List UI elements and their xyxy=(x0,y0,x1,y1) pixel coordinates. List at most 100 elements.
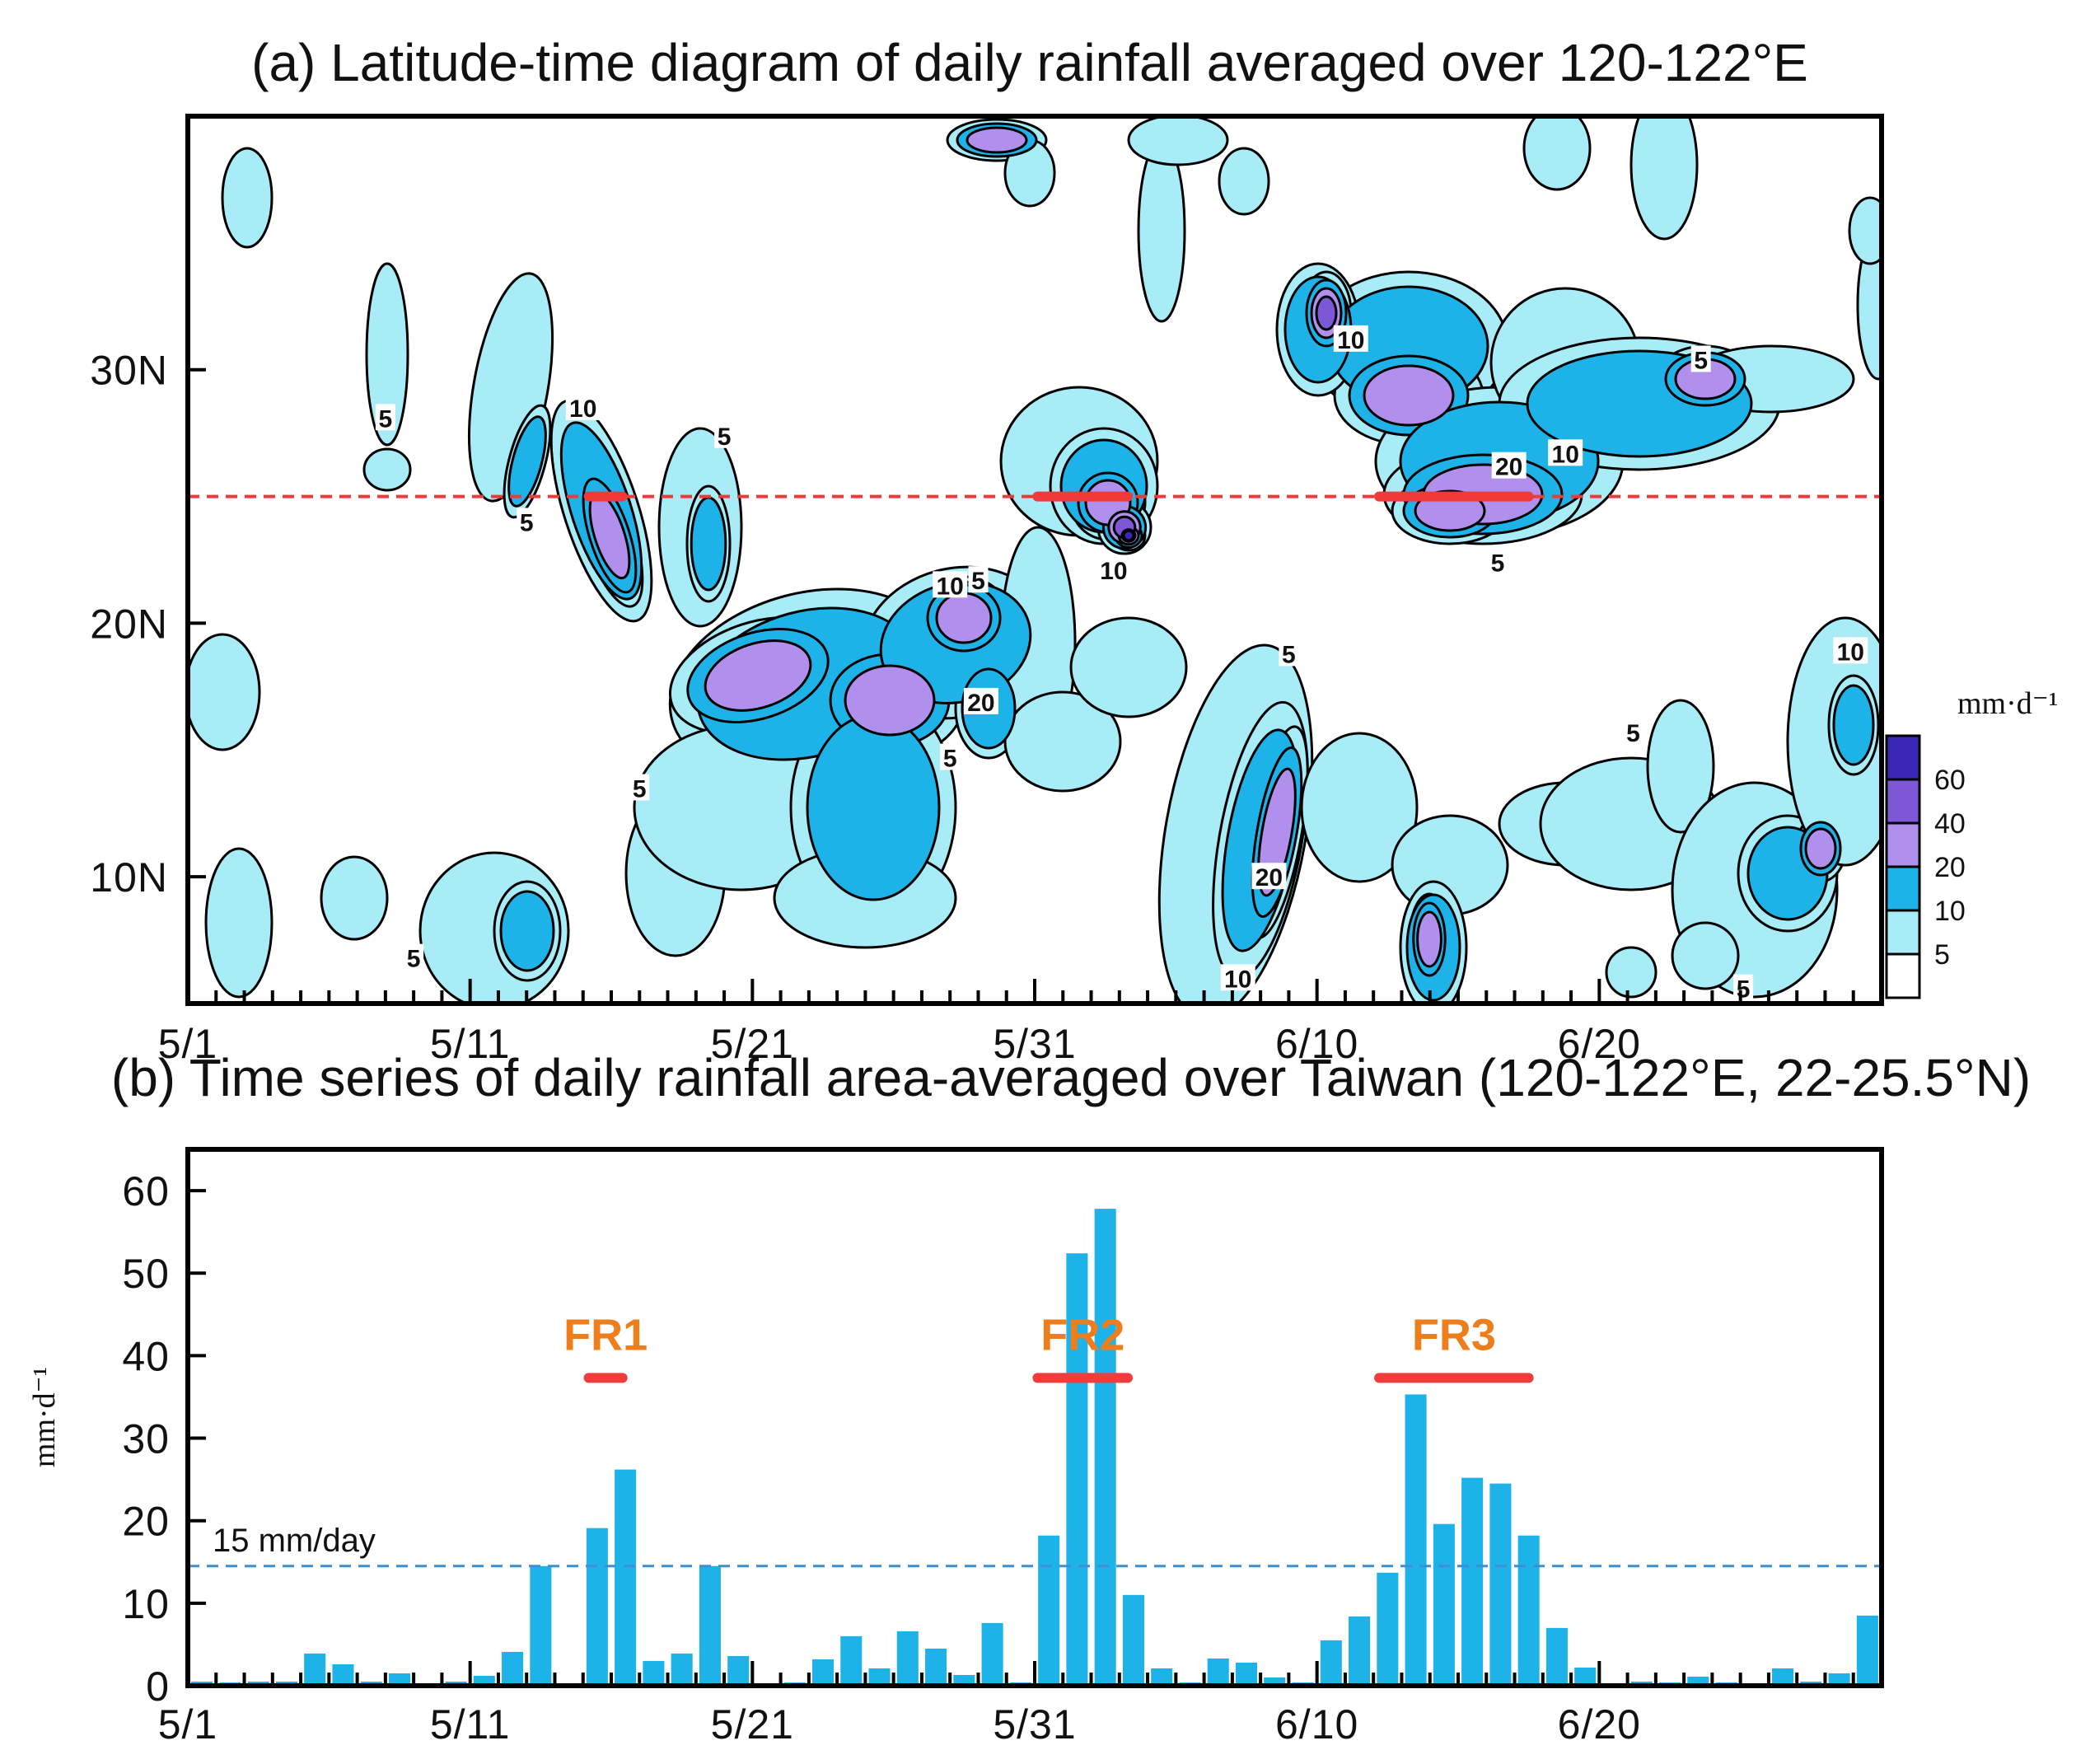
colorbar-swatch xyxy=(1885,778,1921,825)
rain-contour-blob xyxy=(1127,116,1229,166)
front-periods: FR1 FR2 FR3 xyxy=(563,1310,1534,1383)
contour-label: 5 xyxy=(629,774,650,803)
rainfall-bar xyxy=(615,1469,637,1686)
rainfall-bars xyxy=(191,1209,1878,1686)
rain-contour-blob xyxy=(1218,147,1270,216)
colorbar-tick-label: 10 xyxy=(1934,896,1966,927)
rain-contour-blob xyxy=(365,262,409,447)
rain-contour-blob xyxy=(1629,116,1699,241)
rainfall-bar xyxy=(925,1648,947,1686)
contour-label-text: 20 xyxy=(1255,864,1283,891)
panel-b-frame xyxy=(185,1147,1884,1688)
y-tick-label: 20N xyxy=(90,601,168,647)
contour-label: 5 xyxy=(1623,718,1643,747)
colorbar-tick-label: 20 xyxy=(1934,852,1966,883)
rainfall-bar xyxy=(1377,1572,1399,1686)
contour-label: 5 xyxy=(1279,639,1299,668)
rainfall-bar xyxy=(1122,1594,1144,1686)
y-tick-label: 10N xyxy=(90,854,168,901)
rainfall-bar xyxy=(727,1655,750,1686)
rain-contour-blob xyxy=(1671,921,1740,990)
x-tick-label: 5/21 xyxy=(711,1021,794,1067)
panel-a-title: (a) Latitude-time diagram of daily rainf… xyxy=(251,33,1808,92)
y-tick-label: 0 xyxy=(146,1663,170,1710)
contour-label: 5 xyxy=(1733,974,1754,1004)
rain-contour-blob xyxy=(188,633,261,751)
x-tick-label: 5/31 xyxy=(993,1701,1076,1748)
rain-contour-blob xyxy=(320,855,389,941)
rainfall-bar xyxy=(953,1674,975,1686)
x-tick-label: 5/11 xyxy=(430,1021,511,1067)
contour-label: 10 xyxy=(1096,555,1131,585)
y-tick-label: 60 xyxy=(122,1168,170,1214)
rainfall-bar xyxy=(304,1653,326,1686)
rain-contour-blob xyxy=(1832,684,1875,766)
rainfall-bar xyxy=(671,1653,693,1686)
y-tick-label: 10 xyxy=(122,1581,170,1627)
x-tick-label: 5/1 xyxy=(158,1701,218,1748)
y-tick-label: 50 xyxy=(122,1251,170,1297)
contour-label: 5 xyxy=(375,404,395,433)
contour-label: 10 xyxy=(1333,325,1368,354)
rainfall-bar xyxy=(1545,1627,1568,1686)
rain-contour-blob xyxy=(1605,946,1658,999)
contour-label-text: 5 xyxy=(718,423,732,451)
threshold-label: 15 mm/day xyxy=(213,1523,376,1559)
rainfall-bar xyxy=(1094,1209,1116,1686)
contour-label-text: 5 xyxy=(1282,641,1296,668)
contour-label-text: 5 xyxy=(1737,976,1751,1004)
rain-contour-blob xyxy=(1069,616,1188,718)
x-tick-label: 6/20 xyxy=(1558,1021,1641,1067)
contour-label: 20 xyxy=(1491,452,1527,481)
contour-label-text: 20 xyxy=(967,690,994,717)
rain-contour-blob xyxy=(1804,827,1837,870)
panel-a-axes: 5/1 5/11 5/21 5/31 6/10 6/20 10N 20N 30N xyxy=(90,348,1883,1067)
y-tick-label: 30N xyxy=(90,348,168,394)
contour-label: 10 xyxy=(1548,439,1583,468)
rainfall-bar xyxy=(981,1622,1003,1686)
rainfall-bar xyxy=(868,1668,891,1686)
rainfall-bar xyxy=(473,1675,495,1686)
rain-contour-blob xyxy=(935,592,993,644)
rain-contour-blob xyxy=(204,847,274,999)
rainfall-bar xyxy=(1856,1615,1878,1686)
rain-contour-blob xyxy=(1300,732,1419,883)
rainfall-bar xyxy=(530,1565,552,1686)
colorbar-tick-label: 5 xyxy=(1934,939,1950,971)
contour-label-text: 5 xyxy=(407,946,421,973)
rainfall-bar xyxy=(1517,1535,1540,1686)
colorbar-swatch xyxy=(1885,865,1921,912)
threshold: 15 mm/day xyxy=(188,1523,1882,1568)
rainfall-bar xyxy=(699,1565,721,1686)
rain-contour-blob xyxy=(1315,295,1338,331)
colorbar-tick-label: 60 xyxy=(1934,765,1966,796)
rain-contour-blob xyxy=(1122,529,1135,542)
front-period-label: FR3 xyxy=(1412,1310,1496,1359)
contour-label-text: 10 xyxy=(1552,441,1579,468)
x-tick-label: 6/20 xyxy=(1558,1701,1641,1748)
rain-contour-blob xyxy=(1848,196,1882,265)
rain-contour-blob xyxy=(844,664,936,737)
y-tick-label: 20 xyxy=(122,1499,170,1545)
rainfall-bar xyxy=(1461,1477,1484,1686)
rainfall-bar xyxy=(1207,1658,1229,1686)
y-tick-label: 40 xyxy=(122,1333,170,1379)
x-tick-label: 6/10 xyxy=(1275,1701,1358,1748)
rainfall-bar xyxy=(1828,1673,1850,1686)
contour-label: 20 xyxy=(963,687,998,717)
rain-contour-blob xyxy=(690,496,727,592)
rainfall-bar xyxy=(1320,1640,1342,1686)
rain-contour-blob xyxy=(1003,690,1122,793)
rain-contour-blob xyxy=(806,714,941,901)
contour-label-text: 5 xyxy=(633,776,647,803)
contour-label-text: 10 xyxy=(937,573,964,600)
contour-label: 5 xyxy=(1690,345,1711,374)
rainfall-bar xyxy=(1405,1394,1427,1686)
panel-b-ylabel: mm·d⁻¹ xyxy=(27,1367,62,1467)
contour-label-text: 5 xyxy=(520,509,534,536)
rainfall-bar xyxy=(1489,1483,1512,1686)
rainfall-bar xyxy=(1264,1677,1286,1686)
contour-label-text: 20 xyxy=(1495,454,1522,481)
rain-contour-blob xyxy=(362,447,412,492)
